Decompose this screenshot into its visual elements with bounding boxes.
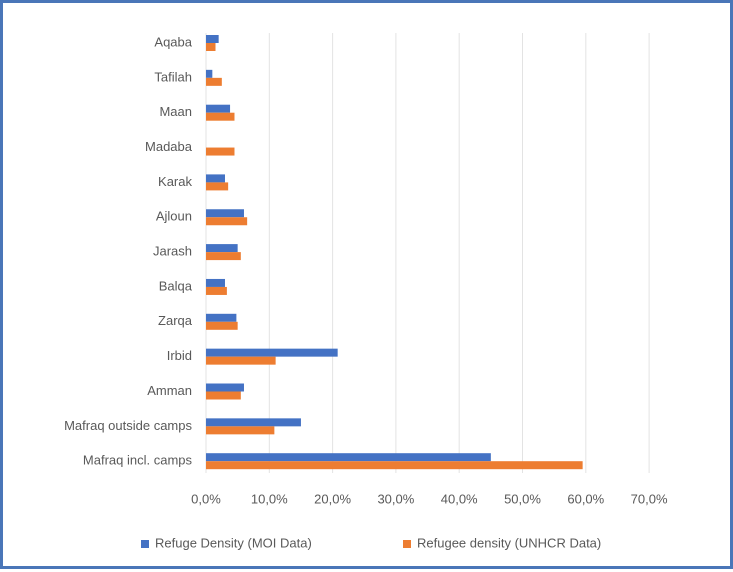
x-tick-label: 70,0% [631,491,668,506]
bar-unhcr [206,217,248,226]
bar-moi [206,383,244,392]
category-label: Zarqa [158,313,193,328]
category-label: Ajloun [156,209,192,224]
bars [206,35,583,470]
legend-label: Refugee density (UNHCR Data) [417,535,601,550]
bar-moi [206,174,225,183]
bar-moi [206,348,338,357]
bar-unhcr [206,182,229,191]
category-label: Karak [158,174,192,189]
category-label: Irbid [167,348,192,363]
bar-unhcr [206,356,276,365]
bar-moi [206,35,219,43]
bar-moi [206,209,244,218]
bar-unhcr [206,147,235,156]
category-label: Mafraq incl. camps [83,453,193,468]
category-label: Balqa [159,278,193,293]
bar-moi [206,313,237,322]
category-label: Jarash [153,244,192,259]
bar-unhcr [206,112,235,121]
x-tick-labels: 0,0% 10,0% 20,0% 30,0% 40,0% 50,0% 60,0% 70,0% [191,491,668,506]
category-label: Maan [159,104,192,119]
x-tick-label: 20,0% [314,491,351,506]
bar-moi [206,69,213,78]
x-tick-label: 40,0% [441,491,478,506]
chart-svg: Aqaba Tafilah Maan Madaba Karak Ajloun Jarash B… [64,33,668,550]
bar-moi [206,453,491,462]
category-label: Madaba [145,139,193,154]
bar-unhcr [206,426,275,435]
category-label: Amman [147,383,192,398]
category-label: Tafilah [154,69,192,84]
legend-swatch [141,540,149,548]
bar-unhcr [206,321,238,330]
bar-unhcr [206,286,227,295]
bar-moi [206,244,238,253]
bar-unhcr [206,77,222,86]
category-label: Mafraq outside camps [64,418,192,433]
bar-unhcr [206,252,241,261]
x-tick-label: 30,0% [377,491,414,506]
x-tick-label: 10,0% [251,491,288,506]
x-tick-label: 0,0% [191,491,221,506]
category-labels: Aqaba Tafilah Maan Madaba Karak Ajloun Jarash B… [64,34,193,467]
legend-swatch [403,540,411,548]
x-tick-label: 60,0% [567,491,604,506]
bar-moi [206,418,301,427]
category-label: Aqaba [154,34,192,49]
bar-moi [206,278,225,287]
gridlines [205,33,650,473]
bar-moi [206,104,231,113]
x-tick-label: 50,0% [504,491,541,506]
bar-unhcr [206,43,216,51]
legend-label: Refuge Density (MOI Data) [155,535,312,550]
bar-unhcr [206,391,241,400]
bar-unhcr [206,461,583,470]
legend: Refuge Density (MOI Data) Refugee density… [141,535,601,550]
